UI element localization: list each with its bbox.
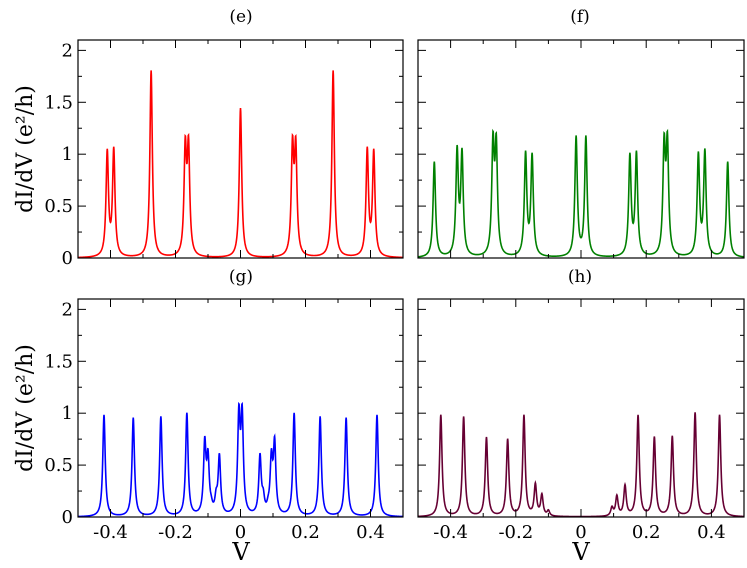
y-tick-label-e-1: 0.5 (44, 196, 73, 217)
spectrum-line-g (77, 401, 404, 518)
y-tick-label-g-2: 1 (62, 403, 73, 424)
y-tick-label-e-2: 1 (62, 144, 73, 165)
y-tick-label-g-3: 1.5 (44, 351, 73, 372)
panel-title-g: (g) (229, 267, 253, 287)
spectrum-line-e (77, 70, 404, 259)
plot-frame-h (417, 298, 745, 518)
x-axis-title-left: V (231, 538, 250, 566)
panel-title-h: (h) (568, 267, 592, 287)
y-axis-title-top: dI/dV (e²/h) (13, 85, 38, 213)
panel-f: (f) (417, 7, 745, 259)
x-tick-label-g-0: -0.4 (93, 522, 128, 543)
panel-g: (g) 0 0.5 1 1.5 2 -0.4 -0.2 0 0.2 0.4 (44, 267, 404, 543)
y-tick-label-g-1: 0.5 (44, 455, 73, 476)
panel-title-e: (e) (229, 7, 252, 27)
y-axis-e: 0 0.5 1 1.5 2 (44, 40, 403, 269)
plot-area-f (417, 128, 745, 258)
plot-frame-g (77, 298, 404, 518)
y-axis-title-bottom: dI/dV (e²/h) (13, 344, 38, 472)
plot-area-h (417, 412, 745, 518)
x-tick-label-g-2: 0 (235, 522, 246, 543)
x-tick-label-h-3: 0.2 (632, 522, 661, 543)
panel-e: (e) 0 0.5 1 1.5 2 (44, 7, 404, 269)
x-tick-label-h-2: 0 (575, 522, 586, 543)
y-tick-label-e-3: 1.5 (44, 92, 73, 113)
plot-area-g (77, 401, 404, 518)
x-tick-label-g-1: -0.2 (158, 522, 193, 543)
plot-frame-e (77, 39, 404, 259)
x-axis-title-right: V (571, 538, 590, 566)
x-tick-label-h-0: -0.4 (433, 522, 468, 543)
y-tick-label-g-4: 2 (62, 299, 73, 320)
panel-title-f: (f) (570, 7, 590, 27)
x-axis-f (417, 40, 745, 258)
y-axis-g: 0 0.5 1 1.5 2 (44, 299, 403, 528)
x-tick-label-g-4: 0.4 (356, 522, 385, 543)
x-axis-e (77, 40, 404, 258)
panel-h: (h) -0.4 -0.2 0 0.2 0.4 (417, 267, 745, 543)
spectrum-line-h (417, 412, 745, 518)
x-tick-label-h-4: 0.4 (697, 522, 726, 543)
spectrum-line-f (417, 128, 745, 258)
plot-frame-f (417, 39, 745, 259)
y-tick-label-e-4: 2 (62, 40, 73, 61)
x-tick-label-h-1: -0.2 (498, 522, 533, 543)
plot-area-e (77, 70, 404, 259)
y-tick-label-g-0: 0 (62, 507, 73, 528)
x-tick-label-g-3: 0.2 (291, 522, 320, 543)
x-axis-g: -0.4 -0.2 0 0.2 0.4 (77, 299, 404, 543)
y-tick-label-e-0: 0 (62, 248, 73, 269)
y-axis-f (418, 49, 744, 259)
